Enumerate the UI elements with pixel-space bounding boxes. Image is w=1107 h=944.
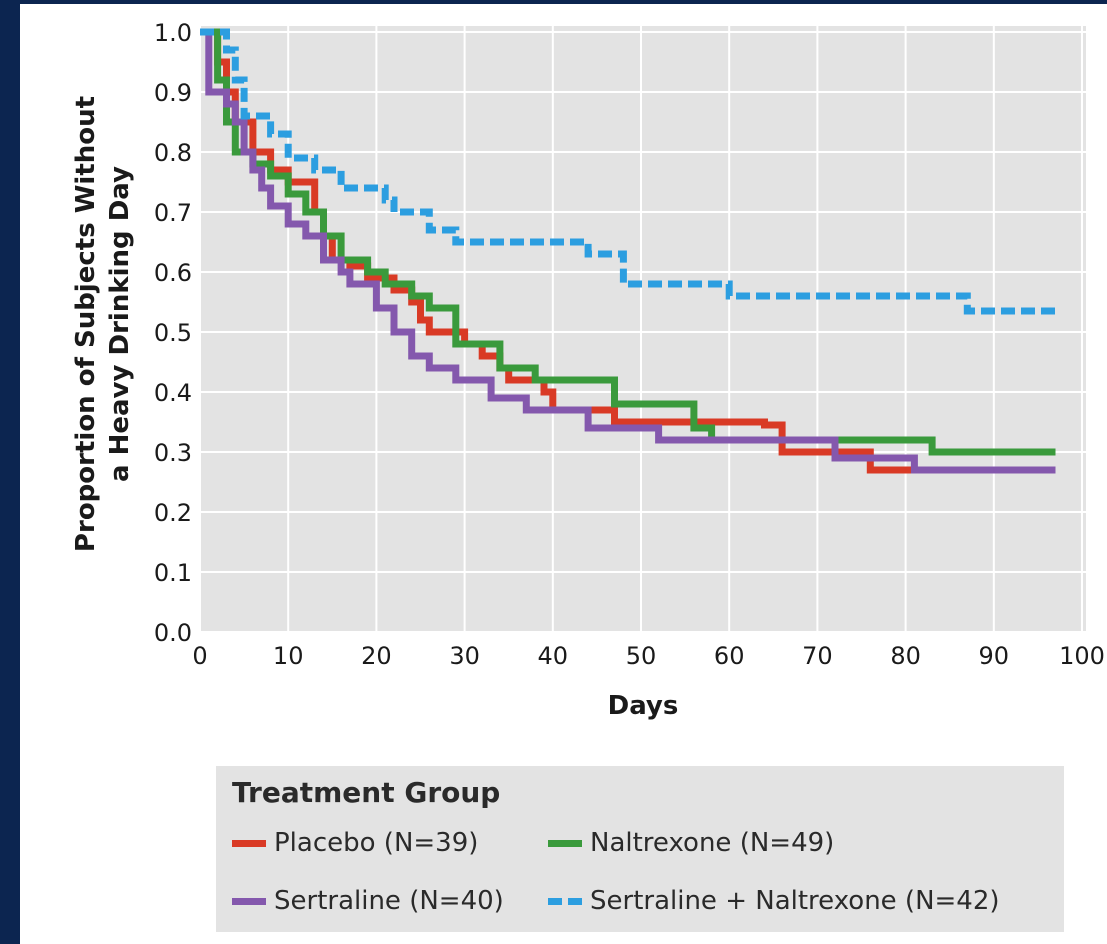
- x-tick-label-100: 100: [1059, 642, 1105, 670]
- legend: Treatment Group Placebo (N=39) Naltrexon…: [216, 766, 1064, 932]
- plot-area: [200, 26, 1086, 632]
- x-axis-title: Days: [608, 691, 679, 721]
- y-axis-title-line1: Proportion of Subjects Without: [71, 96, 101, 552]
- legend-swatch-sertraline: [232, 897, 266, 905]
- series-line-sertraline: [200, 28, 1056, 474]
- legend-swatch-naltrexone: [548, 839, 582, 847]
- legend-item-sertraline-naltrexone: Sertraline + Naltrexone (N=42): [548, 886, 1000, 916]
- y-tick-label-1: 0.1: [154, 559, 192, 587]
- x-tick-label-70: 70: [802, 642, 833, 670]
- y-tick-label-9: 0.9: [154, 79, 192, 107]
- x-axis-ticks: 0 10 20 30 40 50 60 70 80 90 100: [192, 642, 1105, 670]
- x-tick-label-40: 40: [538, 642, 569, 670]
- y-tick-label-4: 0.4: [154, 379, 192, 407]
- legend-label-naltrexone: Naltrexone (N=49): [590, 828, 835, 858]
- x-tick-label-0: 0: [192, 642, 207, 670]
- y-tick-label-2: 0.2: [154, 499, 192, 527]
- legend-item-naltrexone: Naltrexone (N=49): [548, 828, 834, 858]
- y-tick-label-0: 0.0: [154, 619, 192, 647]
- survival-chart: 0 10 20 30 40 50 60 70 80 90 100 0.00.10.20.30.40.…: [71, 19, 1105, 721]
- series-lines: [200, 28, 1056, 474]
- y-axis-ticks: 0.0 0.1 0.2 0.3 0.4 0.5 0.6 0.7 0.8 0.9 1.0: [154, 19, 192, 647]
- legend-label-sertraline: Sertraline (N=40): [274, 886, 504, 916]
- x-tick-label-60: 60: [714, 642, 745, 670]
- legend-label-placebo: Placebo (N=39): [274, 828, 479, 858]
- legend-swatch-sertraline-naltrexone: [548, 897, 582, 905]
- legend-title: Treatment Group: [232, 776, 501, 809]
- y-tick-label-6: 0.6: [154, 259, 192, 287]
- series-line-sertraline-naltrexone: [200, 28, 1056, 315]
- x-tick-label-10: 10: [273, 642, 304, 670]
- y-axis-title-line2: a Heavy Drinking Day: [105, 166, 135, 482]
- legend-item-sertraline: Sertraline (N=40): [232, 886, 504, 916]
- x-tick-label-50: 50: [626, 642, 657, 670]
- x-tick-label-30: 30: [449, 642, 480, 670]
- legend-item-placebo: Placebo (N=39): [232, 828, 478, 858]
- legend-swatch-placebo: [232, 839, 266, 847]
- grid: [199, 26, 1086, 633]
- x-tick-label-80: 80: [890, 642, 921, 670]
- y-tick-label-7: 0.7: [154, 199, 192, 227]
- chart-panel: 0 10 20 30 40 50 60 70 80 90 100 0.0 0.1 0.2 0.3 0.4 0.…: [20, 4, 1107, 944]
- legend-label-sertraline-naltrexone: Sertraline + Naltrexone (N=42): [590, 886, 1000, 916]
- x-tick-label-90: 90: [979, 642, 1010, 670]
- y-tick-label-3: 0.3: [154, 439, 192, 467]
- y-tick-label-10: 1.0: [154, 19, 192, 47]
- y-tick-label-8: 0.8: [154, 139, 192, 167]
- y-tick-label-5: 0.5: [154, 319, 192, 347]
- x-tick-label-20: 20: [361, 642, 392, 670]
